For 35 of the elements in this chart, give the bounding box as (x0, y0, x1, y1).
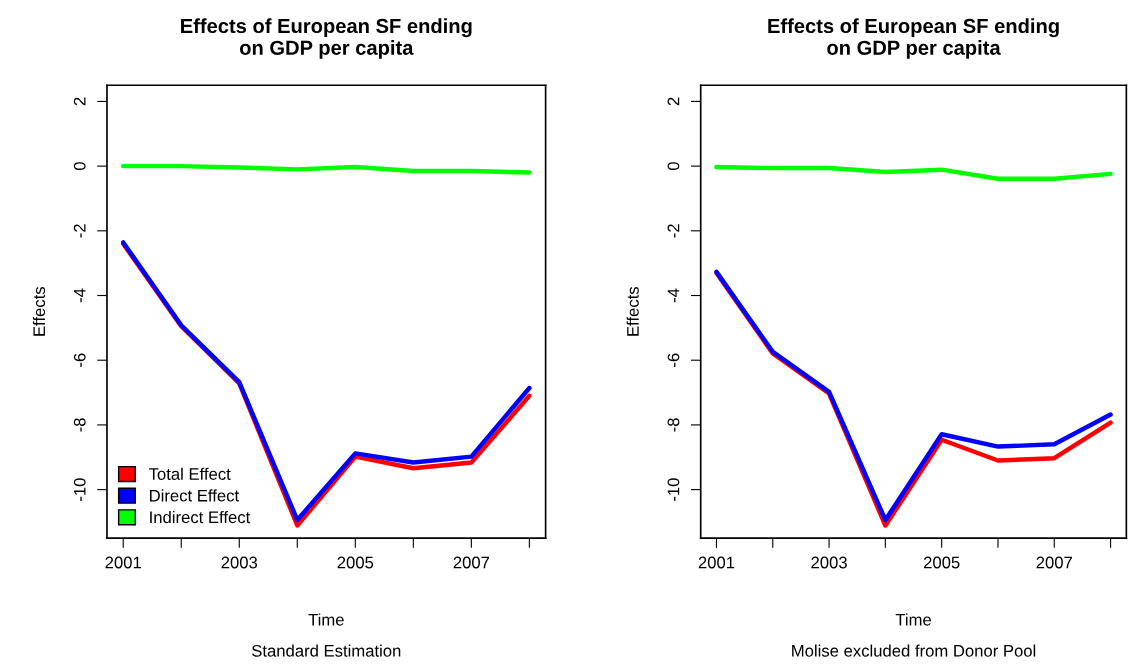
y-tick-label: -4 (667, 288, 680, 303)
x-tick-label: 2003 (811, 556, 847, 569)
x-axis-title: Time (308, 613, 344, 626)
x-tick-label: 2001 (105, 556, 141, 569)
y-tick-label: -6 (667, 353, 680, 367)
x-tick-label: 2001 (698, 556, 735, 569)
y-tick-label: -8 (73, 418, 86, 432)
x-tick-label: 2005 (923, 556, 960, 569)
line-series (121, 163, 532, 175)
y-axis-title: Effects (32, 286, 46, 336)
y-tick-label: -2 (667, 224, 680, 238)
chart-title: Effects of European SF ending on GDP per capita (181, 18, 472, 59)
y-tick-label: 2 (667, 97, 680, 106)
y-tick-label: 2 (73, 97, 86, 106)
y-tick-label: -4 (73, 288, 86, 303)
legend-label: Direct Effect (150, 489, 239, 502)
y-tick-label: 0 (667, 162, 680, 171)
y-tick-label: -2 (73, 224, 86, 238)
x-tick-label: 2005 (337, 556, 374, 569)
x-axis-title: Time (895, 613, 931, 626)
legend-label: Total Effect (149, 467, 231, 480)
x-tick-label: 2007 (1036, 556, 1072, 569)
y-tick-label: 0 (73, 162, 86, 171)
x-tick-label: 2007 (453, 556, 490, 569)
legend-label: Indirect Effect (150, 510, 251, 524)
y-axis-title: Effects (626, 286, 639, 336)
y-tick-label: -10 (667, 478, 680, 501)
text: Molise excluded from Donor Pool (792, 644, 1036, 657)
chart-title: Effects of European SF ending on GDP per capita (768, 18, 1059, 59)
y-tick-label: -10 (73, 478, 86, 501)
y-tick-label: -6 (73, 353, 86, 367)
line-series (714, 164, 1113, 181)
y-tick-label: -8 (667, 418, 680, 432)
text: Standard Estimation (252, 644, 401, 657)
x-tick-label: 2003 (221, 556, 258, 569)
